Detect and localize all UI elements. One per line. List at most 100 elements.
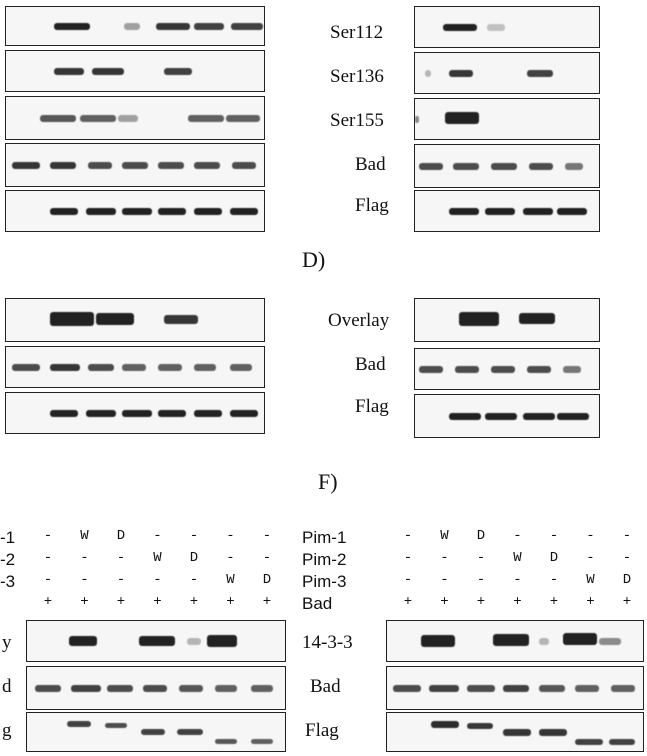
blot-band bbox=[35, 685, 61, 692]
blot-band bbox=[419, 366, 443, 373]
condition-cell: - bbox=[262, 528, 272, 544]
blot-flag-bottom bbox=[386, 712, 644, 752]
blot-band bbox=[539, 685, 565, 692]
blot-band bbox=[158, 208, 186, 215]
blot-band bbox=[230, 364, 252, 371]
condition-cell: + bbox=[476, 594, 486, 610]
blot-band bbox=[459, 312, 499, 326]
condition-cell: - bbox=[403, 550, 413, 566]
blot-band bbox=[527, 70, 553, 77]
condition-cell: - bbox=[43, 550, 53, 566]
br-blot-label-flag: Flag bbox=[305, 720, 339, 741]
blot-band bbox=[188, 115, 224, 122]
blot-band bbox=[467, 723, 493, 729]
br-blot-label-bad: Bad bbox=[310, 676, 341, 697]
blot-band bbox=[519, 313, 555, 324]
blot-band bbox=[449, 208, 479, 215]
blot-band bbox=[445, 112, 479, 124]
condition-cell: - bbox=[476, 550, 486, 566]
blot-band bbox=[226, 115, 260, 122]
blot-band bbox=[88, 364, 114, 371]
bl-blot-label-2: d bbox=[2, 676, 12, 697]
blot-band bbox=[575, 685, 599, 692]
blot-band bbox=[503, 729, 531, 736]
blot-band bbox=[54, 68, 84, 75]
blot-band bbox=[449, 413, 481, 420]
br-row-label-pim2: Pim-2 bbox=[302, 550, 347, 569]
condition-cell: D bbox=[116, 528, 126, 544]
condition-cell: W bbox=[586, 572, 595, 588]
blot-band bbox=[231, 23, 263, 30]
blot-lt-4 bbox=[5, 143, 265, 187]
blot-band bbox=[455, 366, 479, 373]
blot-band bbox=[230, 208, 258, 215]
blot-band bbox=[71, 685, 101, 692]
blot-band bbox=[50, 364, 80, 371]
condition-cell: + bbox=[440, 594, 449, 610]
blot-band bbox=[425, 70, 431, 77]
condition-cell: D bbox=[476, 528, 486, 544]
blot-band bbox=[493, 634, 529, 646]
condition-cell: + bbox=[586, 594, 595, 610]
blot-band bbox=[575, 739, 603, 745]
blot-flag-mid bbox=[414, 394, 600, 438]
condition-cell: - bbox=[116, 572, 126, 588]
blot-band bbox=[557, 208, 587, 215]
blot-band bbox=[194, 162, 220, 169]
blot-band bbox=[599, 638, 621, 645]
blot-band bbox=[563, 633, 597, 645]
condition-cell: - bbox=[586, 528, 595, 544]
blot-band bbox=[523, 208, 553, 215]
blot-lt-3 bbox=[5, 96, 265, 140]
condition-cell: - bbox=[549, 528, 559, 544]
bl-blot-label-1: y bbox=[2, 632, 12, 653]
blot-band bbox=[12, 364, 40, 371]
blot-band bbox=[487, 24, 505, 31]
condition-cell: + bbox=[549, 594, 559, 610]
blot-lt-2 bbox=[5, 50, 265, 92]
blot-lt-1 bbox=[5, 6, 265, 46]
condition-cell: - bbox=[403, 572, 413, 588]
blot-band bbox=[50, 162, 76, 169]
blot-band bbox=[124, 23, 140, 30]
blot-bad bbox=[414, 144, 600, 188]
blot-band bbox=[485, 413, 517, 420]
blot-bl-2 bbox=[26, 666, 286, 710]
blot-band bbox=[194, 208, 222, 215]
blot-band bbox=[527, 366, 551, 373]
blot-band bbox=[50, 312, 94, 326]
condition-cell: W bbox=[440, 528, 449, 544]
condition-cell: - bbox=[189, 572, 199, 588]
condition-cell: + bbox=[80, 594, 89, 610]
label-ser155: Ser155 bbox=[330, 110, 384, 131]
condition-cell: + bbox=[262, 594, 272, 610]
blot-band bbox=[557, 413, 589, 420]
condition-cell: + bbox=[226, 594, 235, 610]
blot-band bbox=[164, 68, 192, 75]
label-bad-mid: Bad bbox=[355, 354, 386, 375]
condition-cell: - bbox=[513, 528, 522, 544]
label-flag: Flag bbox=[355, 195, 389, 216]
condition-cell: D bbox=[549, 550, 559, 566]
condition-cell: - bbox=[153, 572, 162, 588]
br-row-label-pim1: Pim-1 bbox=[302, 528, 347, 547]
condition-cell: - bbox=[262, 550, 272, 566]
blot-band bbox=[92, 68, 124, 75]
blot-band bbox=[50, 410, 78, 417]
blot-overlay bbox=[414, 298, 600, 342]
condition-cell: - bbox=[116, 550, 126, 566]
condition-cell: - bbox=[549, 572, 559, 588]
label-bad: Bad bbox=[355, 154, 386, 175]
condition-cell: + bbox=[622, 594, 632, 610]
condition-cell: D bbox=[622, 572, 632, 588]
blot-band bbox=[194, 410, 222, 417]
blot-band bbox=[86, 410, 116, 417]
bl-row-label-2: -2 bbox=[0, 550, 16, 569]
condition-cell: W bbox=[226, 572, 235, 588]
blot-bl-3 bbox=[26, 712, 286, 752]
blot-band bbox=[539, 729, 567, 736]
blot-band bbox=[449, 70, 473, 77]
blot-band bbox=[139, 636, 175, 646]
blot-band bbox=[467, 685, 495, 692]
condition-cell: + bbox=[116, 594, 126, 610]
